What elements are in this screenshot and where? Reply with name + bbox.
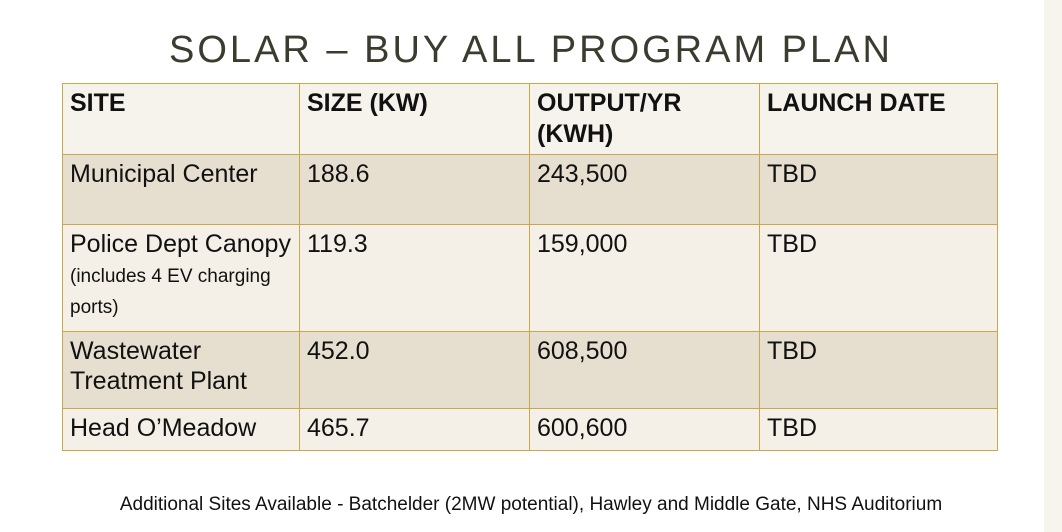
site-cell: Police Dept Canopy (includes 4 EV chargi… (62, 224, 300, 332)
header-site: SITE (62, 83, 300, 155)
size-cell: 452.0 (299, 331, 530, 409)
launch-cell: TBD (759, 331, 998, 409)
table-header-row: SITE SIZE (KW) OUTPUT/YR (KWH) LAUNCH DA… (62, 83, 998, 155)
program-plan-table: SITE SIZE (KW) OUTPUT/YR (KWH) LAUNCH DA… (62, 83, 998, 451)
launch-cell: TBD (759, 154, 998, 225)
site-cell: Municipal Center (62, 154, 300, 225)
header-output: OUTPUT/YR (KWH) (529, 83, 760, 155)
header-size: SIZE (KW) (299, 83, 530, 155)
table-row: Police Dept Canopy (includes 4 EV chargi… (62, 224, 998, 332)
size-cell: 119.3 (299, 224, 530, 332)
table-row: Head O’Meadow 465.7 600,600 TBD (62, 408, 998, 451)
site-cell: Wastewater Treatment Plant (62, 331, 300, 409)
header-launch-date: LAUNCH DATE (759, 83, 998, 155)
additional-sites-note: Additional Sites Available - Batchelder … (119, 494, 943, 515)
output-cell: 243,500 (529, 154, 760, 225)
output-cell: 159,000 (529, 224, 760, 332)
launch-cell: TBD (759, 408, 998, 451)
size-cell: 188.6 (299, 154, 530, 225)
slide-title: SOLAR – BUY ALL PROGRAM PLAN (169, 29, 893, 71)
table-row: Wastewater Treatment Plant 452.0 608,500… (62, 331, 998, 409)
launch-cell: TBD (759, 224, 998, 332)
table-row: Municipal Center 188.6 243,500 TBD (62, 154, 998, 225)
site-name: Head O’Meadow (70, 414, 257, 442)
site-name: Wastewater Treatment Plant (70, 337, 247, 395)
site-name: Police Dept Canopy (70, 230, 291, 258)
site-cell: Head O’Meadow (62, 408, 300, 451)
size-cell: 465.7 (299, 408, 530, 451)
output-cell: 608,500 (529, 331, 760, 409)
slide-edge-strip (1044, 0, 1062, 532)
site-note: (includes 4 EV charging ports) (70, 266, 271, 318)
site-name: Municipal Center (70, 160, 258, 188)
output-cell: 600,600 (529, 408, 760, 451)
